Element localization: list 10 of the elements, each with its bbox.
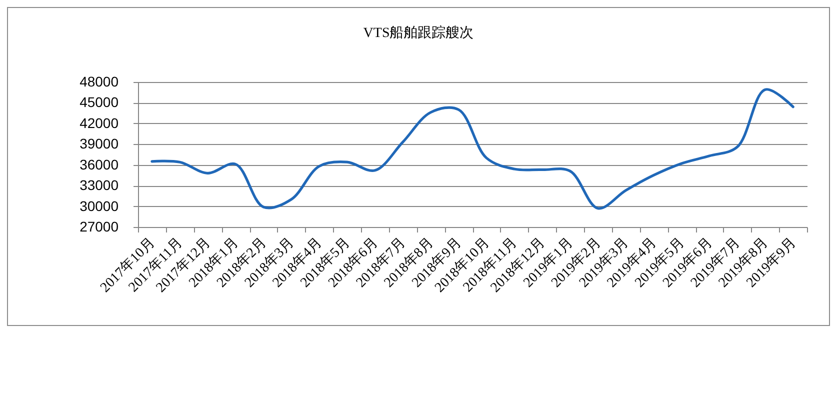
y-tick-label: 45000 [80, 94, 119, 110]
y-tick-label: 27000 [80, 218, 119, 234]
chart-title: VTS船舶跟踪艘次 [363, 25, 474, 41]
line-series [150, 88, 794, 210]
y-tick-label: 36000 [80, 156, 119, 172]
y-tick-label: 48000 [80, 74, 119, 90]
y-tick-label: 33000 [80, 177, 119, 194]
y-tick-label: 42000 [80, 114, 119, 131]
y-tick-label: 30000 [80, 198, 119, 214]
y-tick-label: 39000 [80, 136, 119, 152]
